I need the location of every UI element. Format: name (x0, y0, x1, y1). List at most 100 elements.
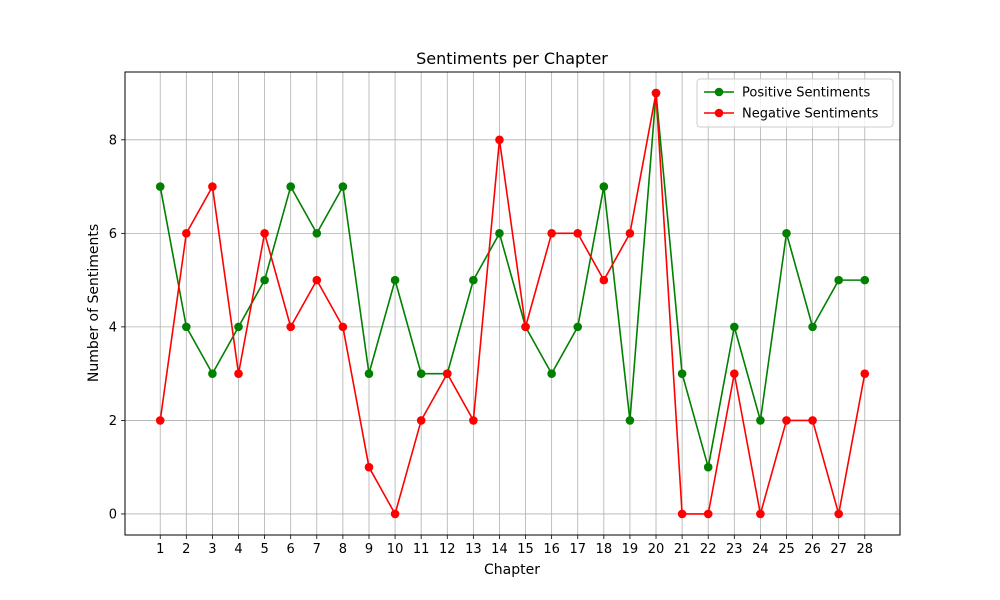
x-tick-label: 23 (726, 542, 743, 557)
x-tick-label: 6 (287, 542, 295, 557)
data-point (782, 416, 791, 425)
data-point (260, 229, 269, 238)
data-point (808, 322, 817, 332)
data-point (651, 88, 661, 98)
data-point (495, 229, 504, 238)
data-point (677, 369, 687, 378)
legend-label: Positive Sentiments (742, 86, 870, 101)
data-point (208, 182, 217, 191)
x-tick-label: 17 (569, 542, 586, 557)
legend-marker (714, 87, 724, 97)
data-point (390, 275, 400, 285)
data-point (599, 182, 609, 191)
y-tick-label: 8 (109, 133, 117, 148)
x-tick-label: 14 (491, 542, 508, 557)
x-tick-label: 5 (260, 542, 268, 557)
data-point (416, 416, 426, 425)
legend: Positive Sentiments Negative Sentiments (696, 78, 894, 128)
y-tick-label: 6 (109, 227, 117, 242)
x-tick-label: 1 (156, 542, 164, 557)
data-point (286, 322, 295, 332)
data-point (312, 229, 322, 238)
data-point (834, 509, 843, 519)
chart-title: Sentiments per Chapter (416, 49, 608, 68)
legend-label: Negative Sentiments (742, 107, 879, 122)
data-point (547, 369, 556, 378)
data-point (599, 275, 609, 285)
data-point (834, 275, 843, 285)
x-tick-label: 25 (778, 542, 795, 557)
data-point (860, 275, 870, 285)
x-tick-label: 15 (517, 542, 534, 557)
data-point (390, 509, 400, 519)
series-1 (155, 88, 870, 472)
data-point (677, 509, 687, 519)
x-tick-label: 27 (830, 542, 847, 557)
data-point (416, 369, 426, 378)
data-point (208, 369, 217, 378)
y-tick-label: 2 (109, 414, 117, 429)
x-tick-label: 8 (339, 542, 347, 557)
x-tick-label: 12 (439, 542, 456, 557)
legend-marker (714, 108, 724, 118)
data-point (573, 229, 583, 238)
series-line (159, 92, 866, 515)
data-point (364, 369, 374, 378)
x-tick-label: 24 (752, 542, 769, 557)
x-tick-label: 7 (313, 542, 321, 557)
series (155, 88, 870, 519)
x-tick-label: 20 (648, 542, 665, 557)
x-tick-label: 16 (543, 542, 560, 557)
data-point (808, 416, 817, 425)
data-point (442, 369, 452, 378)
x-tick-label: 22 (700, 542, 717, 557)
data-point (703, 509, 713, 519)
y-tick-label: 0 (109, 507, 117, 522)
data-point (469, 416, 478, 425)
x-tick-label: 2 (182, 542, 190, 557)
data-point (234, 322, 243, 332)
x-tick-label: 21 (674, 542, 691, 557)
plot-frame (124, 71, 901, 536)
data-point (860, 369, 870, 378)
x-tick-label: 9 (365, 542, 373, 557)
x-tick-label: 26 (804, 542, 821, 557)
data-point (364, 462, 374, 472)
x-axis-label: Chapter (484, 562, 540, 578)
legend-box (696, 78, 894, 128)
data-point (730, 322, 739, 332)
data-point (756, 509, 765, 519)
axis-ticks: 1 2 3 4 5 6 7 8 9 10 11 12 13 14 15 16 17 18 19 20 21 22 23 24 2… (109, 133, 873, 557)
x-tick-label: 4 (234, 542, 242, 557)
data-point (547, 229, 556, 238)
y-tick-label: 4 (109, 320, 117, 335)
data-point (625, 229, 635, 238)
data-point (573, 322, 583, 332)
x-tick-label: 18 (596, 542, 613, 557)
x-tick-label: 19 (622, 542, 639, 557)
legend-items: Positive Sentiments Negative Sentiments (704, 86, 879, 122)
data-point (234, 369, 243, 378)
data-point (521, 322, 530, 332)
x-tick-label: 3 (208, 542, 216, 557)
data-point (312, 275, 322, 285)
data-point (703, 462, 713, 472)
data-point (260, 275, 269, 285)
data-point (182, 229, 191, 238)
series-line (159, 92, 865, 468)
x-tick-label: 28 (856, 542, 873, 557)
data-point (338, 322, 348, 332)
data-point (155, 182, 165, 191)
data-point (625, 416, 635, 425)
data-point (756, 416, 765, 425)
data-point (730, 369, 739, 378)
x-tick-label: 10 (387, 542, 404, 557)
grid (125, 72, 900, 535)
data-point (495, 135, 504, 145)
series-2 (155, 88, 870, 519)
x-tick-label: 13 (465, 542, 482, 557)
data-point (782, 229, 791, 238)
data-point (182, 322, 191, 332)
y-axis-label: Number of Sentiments (86, 224, 102, 382)
